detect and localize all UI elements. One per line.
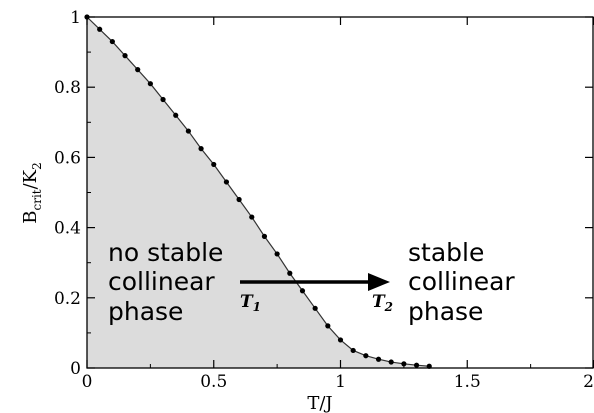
data-point	[363, 353, 369, 359]
y-tick-label: 0.8	[54, 78, 81, 98]
data-point	[236, 196, 242, 203]
y-tick-label: 0.6	[54, 148, 81, 168]
data-point	[198, 146, 204, 152]
left-label-line2: collinear	[108, 267, 215, 296]
data-point	[173, 112, 179, 118]
data-point	[274, 251, 280, 257]
data-point	[135, 67, 141, 73]
right-label-line2: collinear	[408, 267, 515, 296]
data-point	[388, 359, 394, 365]
plot-area: 0 0.5 1 1.5 2 0 0.2 0.4 0.6 0.8 1	[54, 8, 594, 392]
series-line	[86, 16, 430, 367]
data-point	[375, 356, 382, 362]
data-point	[109, 38, 115, 45]
data-point	[299, 288, 306, 294]
data-point	[249, 214, 255, 220]
shaded-region	[87, 17, 430, 368]
data-point	[185, 128, 191, 134]
data-point	[325, 323, 331, 329]
data-point	[211, 161, 217, 168]
y-tick-label: 0.2	[54, 289, 81, 309]
y-tick-label: 0	[70, 359, 81, 379]
y-axis-title-sub2: 2	[30, 162, 44, 170]
x-axis-title: T/J	[307, 393, 332, 413]
left-label-line3: phase	[108, 297, 183, 326]
t2-label-main: T	[372, 292, 386, 312]
y-tick-label: 1	[70, 8, 81, 28]
data-point	[160, 96, 166, 103]
x-tick-label: 0	[82, 372, 93, 392]
y-axis-title-sub1: crit	[30, 189, 44, 210]
right-label-line3: phase	[408, 297, 483, 326]
data-point	[122, 53, 128, 59]
y-axis-title-main: B	[20, 211, 41, 224]
data-point	[401, 361, 407, 367]
t1-label-sub: 1	[253, 300, 261, 314]
data-point	[97, 26, 103, 32]
data-point	[413, 362, 420, 368]
data-point	[312, 305, 318, 311]
y-axis-title: Bcrit/K2	[20, 162, 44, 224]
x-tick-label: 0.5	[200, 372, 227, 392]
data-point	[223, 179, 230, 185]
data-point	[287, 270, 293, 276]
data-point	[337, 337, 344, 343]
t1-label-main: T	[240, 292, 254, 312]
t2-label: T2	[372, 292, 393, 314]
x-tick-label: 1	[335, 372, 346, 392]
data-point	[147, 81, 153, 87]
x-tick-label: 2	[583, 372, 594, 392]
y-axis-title-mid: /K	[20, 169, 41, 189]
x-tick-label: 1.5	[454, 372, 481, 392]
t2-label-sub: 2	[384, 300, 393, 314]
left-label-line1: no stable	[108, 238, 223, 267]
data-point	[350, 347, 356, 354]
t1-label: T1	[240, 292, 261, 314]
data-point	[261, 233, 268, 239]
y-tick-label: 0.4	[54, 219, 81, 239]
right-label-line1: stable	[408, 238, 484, 267]
transition-arrow-head-icon	[368, 273, 390, 291]
